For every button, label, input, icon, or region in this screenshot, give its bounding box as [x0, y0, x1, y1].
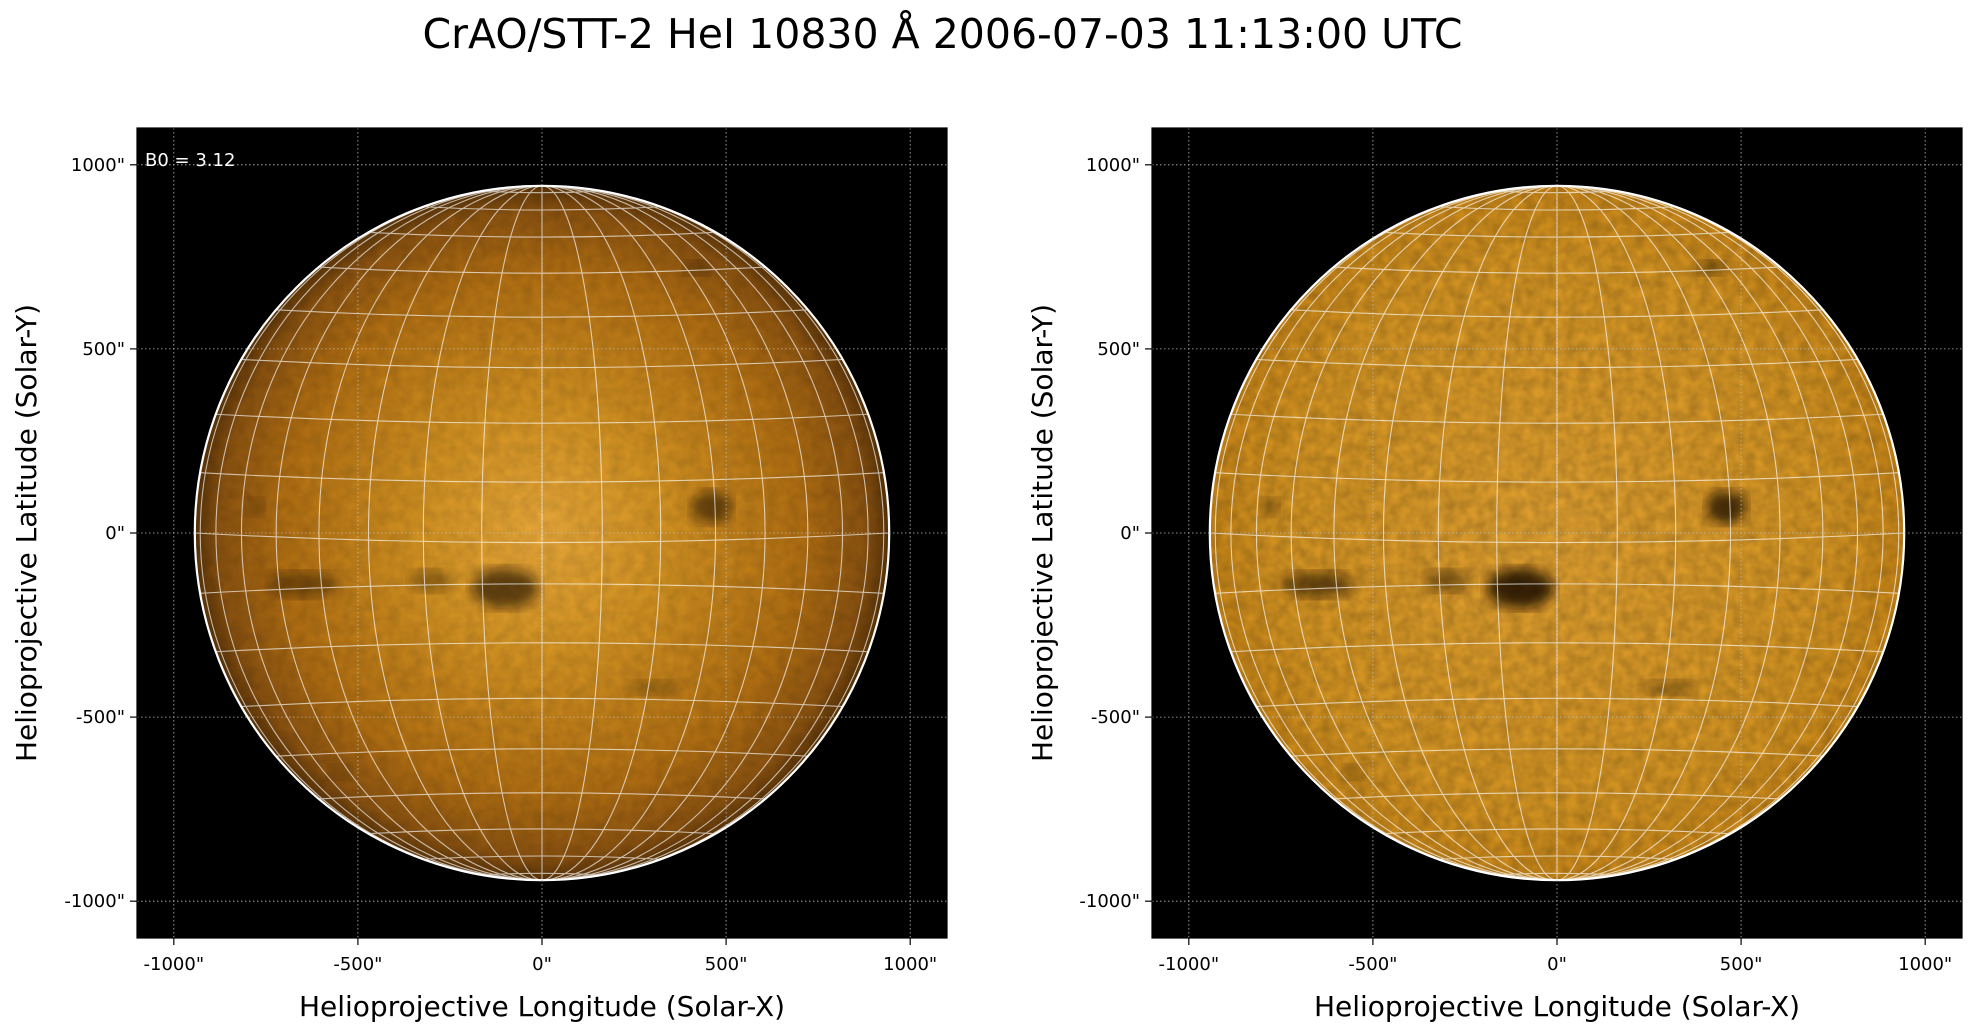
y-tick-label: 0"	[105, 523, 125, 544]
y-tick-label: -500"	[1091, 707, 1140, 728]
filament-mid-east	[1424, 569, 1469, 592]
x-axis-label: Helioprojective Longitude (Solar-X)	[299, 990, 785, 1023]
meridian-line	[318, 185, 543, 881]
y-tick-label: 500"	[82, 339, 125, 360]
meridian-line	[541, 185, 809, 881]
parallel-line	[215, 413, 869, 424]
panel-original: -1000" -500" 0" 500" 1000" 1000" 500" 0" -500" -1…	[10, 127, 948, 1023]
meridian-line	[541, 185, 869, 881]
filament-west-north	[1706, 490, 1747, 524]
y-tick-label: -1000"	[64, 891, 125, 912]
spot-east-limb	[245, 498, 265, 517]
filament-south	[626, 680, 679, 695]
y-axis-label: Helioprojective Latitude (Solar-Y)	[10, 304, 43, 762]
y-tick-label: 500"	[1097, 339, 1140, 360]
meridian-line	[1333, 185, 1558, 881]
meridian-line	[1556, 185, 1677, 881]
y-tick-label: 0"	[1120, 523, 1140, 544]
parallel-line	[1438, 855, 1676, 860]
parallel-line	[1215, 583, 1899, 594]
helioprojective-grid	[1152, 128, 1962, 938]
meridian-line	[1382, 185, 1558, 881]
spot-south-east	[328, 764, 351, 780]
x-tick-label: -1000"	[1159, 954, 1220, 975]
y-tick-label: -500"	[76, 707, 125, 728]
active-region-center	[1487, 567, 1554, 609]
spot-east-limb	[1260, 498, 1280, 517]
parallel-line	[423, 855, 661, 860]
parallel-line	[241, 358, 843, 369]
active-region-center	[472, 567, 539, 609]
meridian-line	[367, 185, 543, 881]
x-tick-label: 0"	[532, 954, 552, 975]
y-axis-label: Helioprojective Latitude (Solar-Y)	[1026, 304, 1059, 762]
x-tick-label: 1000"	[1898, 954, 1952, 975]
filament-east	[265, 571, 340, 598]
parallel-line	[194, 532, 890, 544]
x-axis-label: Helioprojective Longitude (Solar-X)	[1314, 990, 1800, 1023]
x-tick-label: -1000"	[144, 954, 205, 975]
meridian-line	[1556, 185, 1732, 881]
parallel-line	[1230, 413, 1884, 424]
x-tick-label: 1000"	[883, 954, 937, 975]
x-tick-label: -500"	[1348, 954, 1397, 975]
parallel-line	[241, 697, 843, 708]
parallel-line	[1438, 206, 1676, 211]
meridian-line	[541, 185, 844, 881]
parallel-line	[1209, 532, 1905, 544]
parallel-line	[200, 583, 884, 594]
meridian-line	[1556, 185, 1859, 881]
meridian-line	[541, 185, 717, 881]
spot-northeast	[683, 260, 710, 276]
meridian-line	[215, 185, 543, 881]
parallel-line	[1215, 472, 1899, 483]
x-tick-label: 500"	[705, 954, 748, 975]
x-tick-label: 0"	[1547, 954, 1567, 975]
meridian-line	[1437, 185, 1558, 881]
y-tick-label: 1000"	[1086, 155, 1140, 176]
filament-west-north	[691, 490, 732, 524]
parallel-line	[1230, 642, 1884, 653]
meridian-line	[1290, 185, 1558, 881]
panel-processed: -1000" -500" 0" 500" 1000" 1000" 500" 0" -500" -1…	[1026, 127, 1963, 1023]
filament-mid-east	[409, 569, 454, 592]
parallel-line	[1256, 697, 1858, 708]
meridian-line	[275, 185, 543, 881]
meridian-line	[422, 185, 543, 881]
filament-south	[1641, 680, 1694, 695]
meridian-line	[1556, 185, 1884, 881]
meridian-line	[1230, 185, 1558, 881]
filament-east	[1280, 571, 1355, 598]
x-tick-label: 500"	[1720, 954, 1763, 975]
spot-south-east	[1343, 764, 1366, 780]
spot-northeast	[1698, 260, 1725, 276]
y-tick-label: -1000"	[1079, 891, 1140, 912]
x-tick-label: -500"	[333, 954, 382, 975]
parallel-line	[215, 642, 869, 653]
y-tick-label: 1000"	[71, 155, 125, 176]
parallel-line	[1256, 358, 1858, 369]
parallel-line	[423, 206, 661, 211]
meridian-line	[541, 185, 662, 881]
helioprojective-grid	[137, 128, 947, 938]
parallel-line	[200, 472, 884, 483]
meridian-line	[1556, 185, 1824, 881]
figure-title: CrAO/STT-2 HeI 10830 Å 2006-07-03 11:13:…	[422, 10, 1463, 58]
b0-annotation: B0 = 3.12	[145, 150, 235, 171]
